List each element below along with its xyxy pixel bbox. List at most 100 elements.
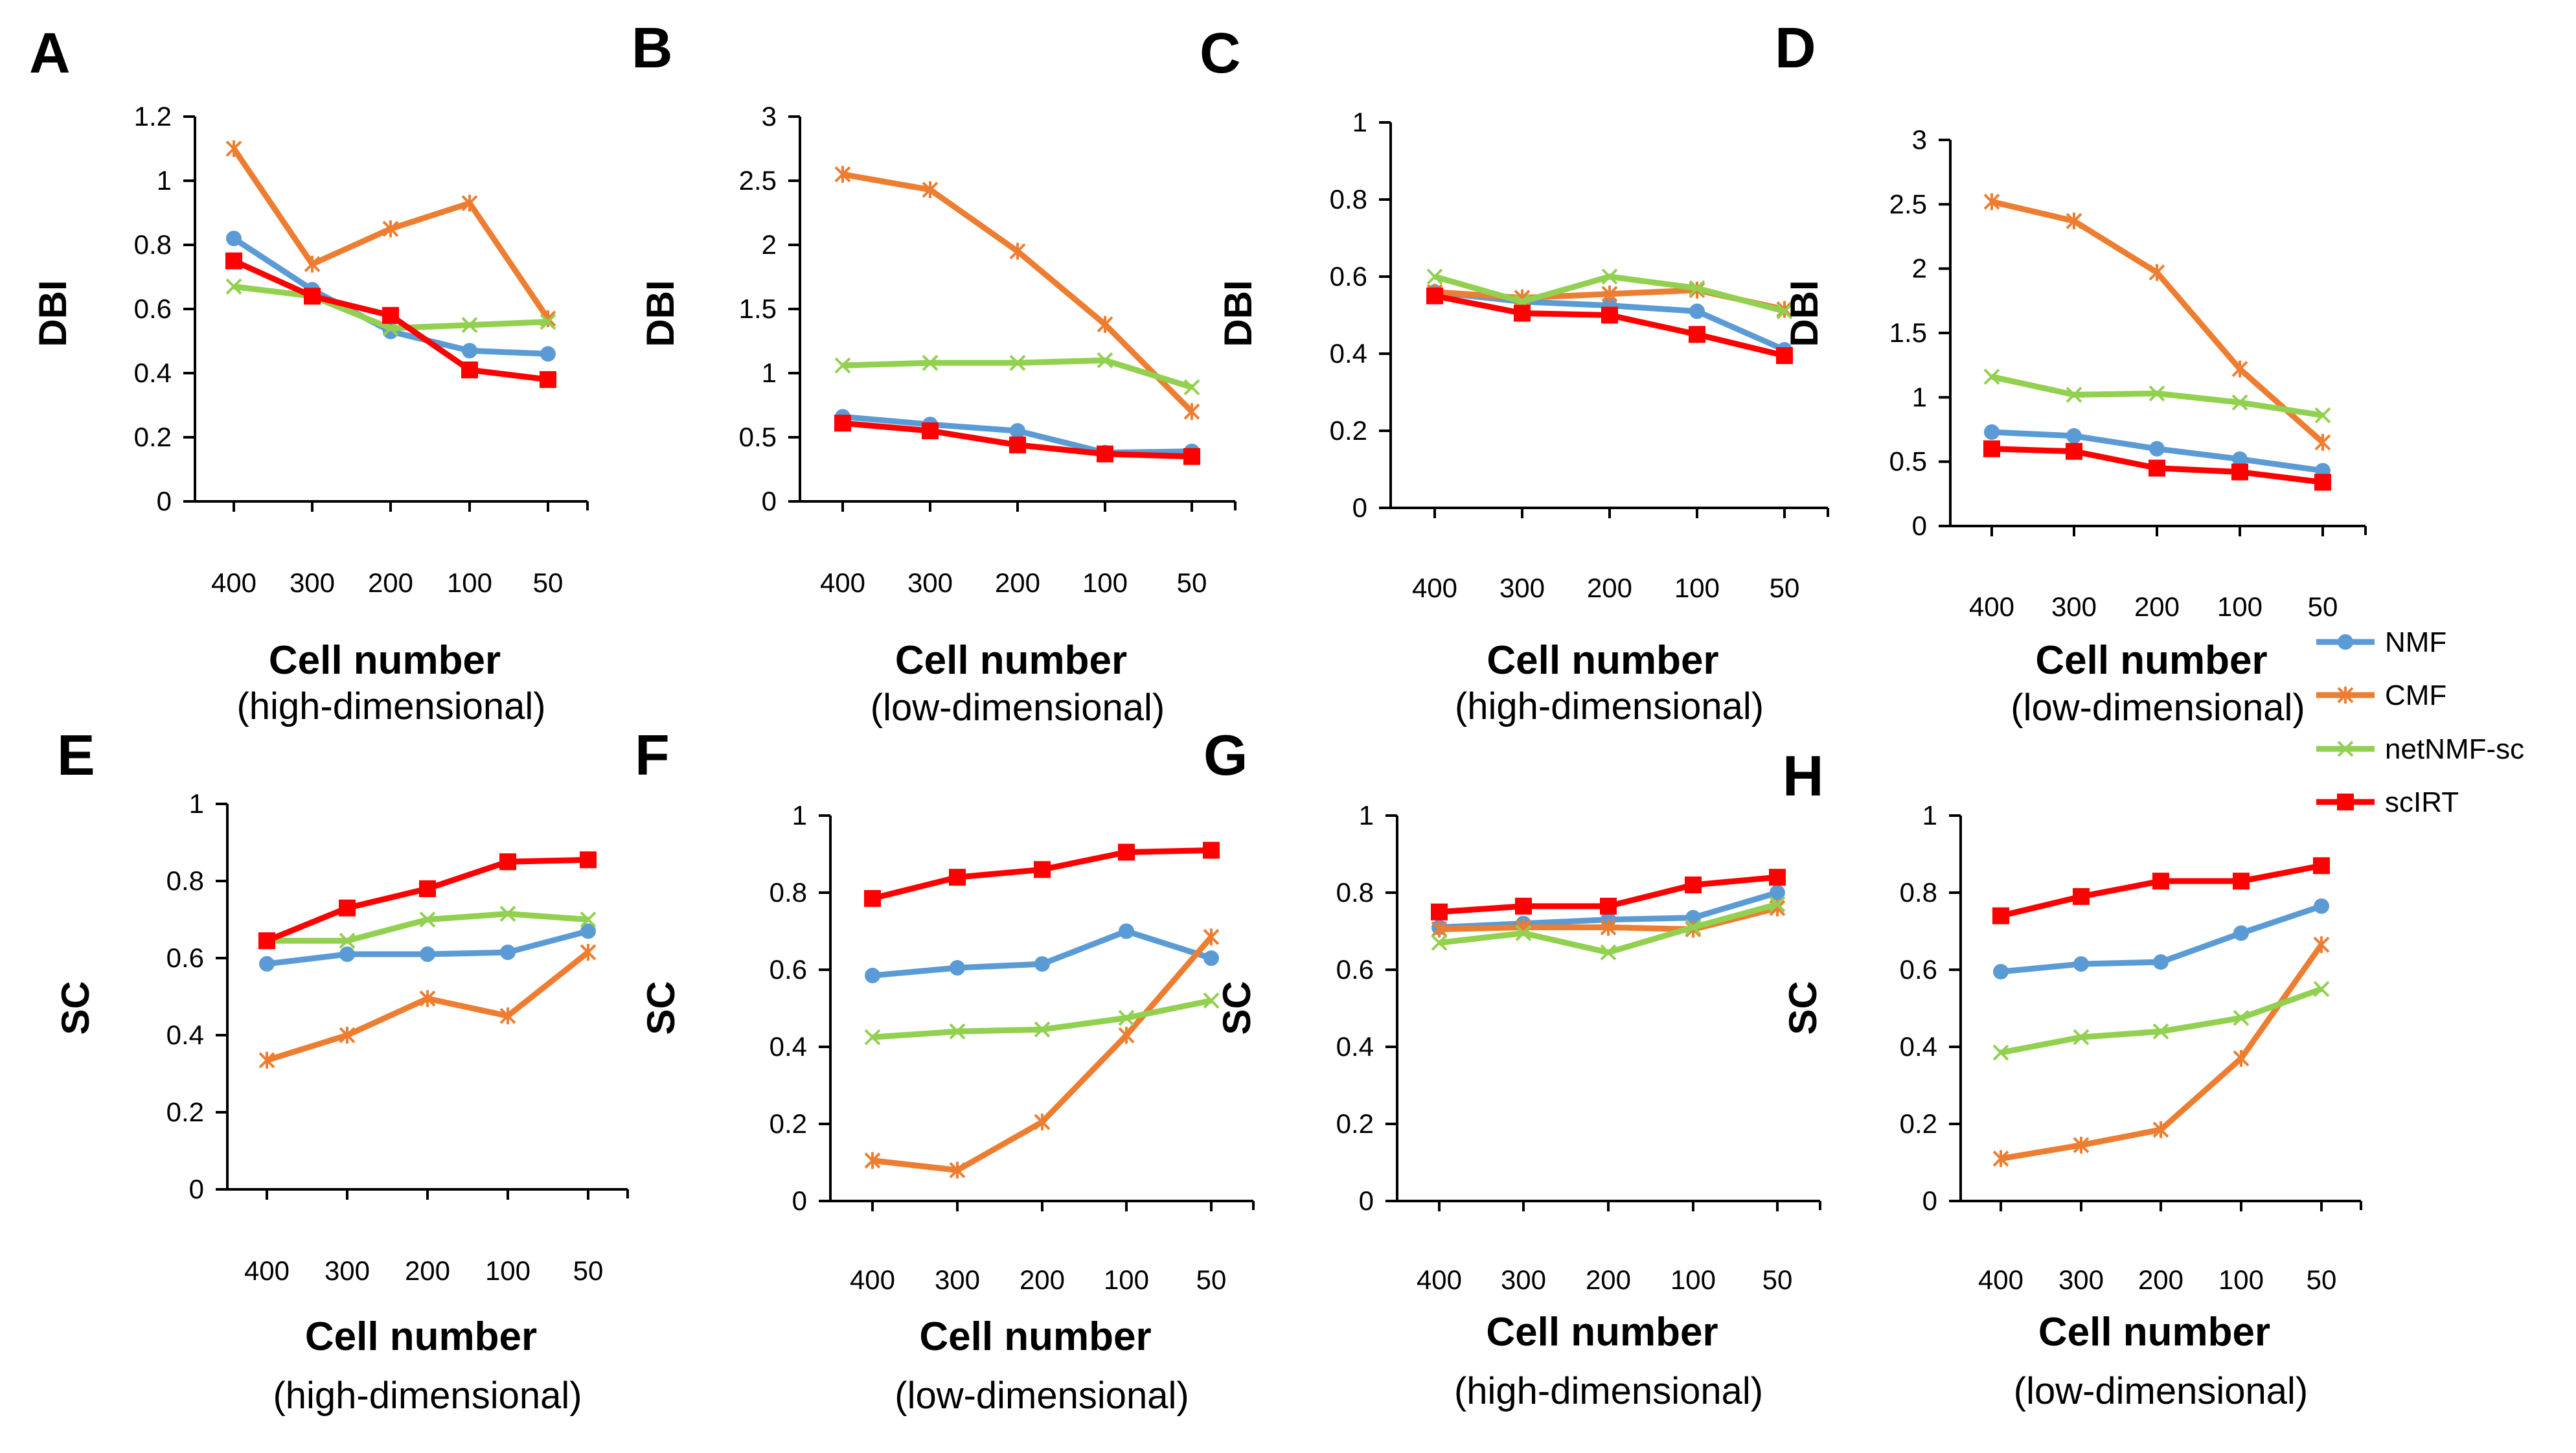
data-point-scirt	[461, 361, 478, 379]
series-cmf	[1992, 936, 2330, 1167]
data-point-nmf	[500, 944, 516, 961]
y-tick-label: 0.2	[1336, 1108, 1374, 1139]
x-tick-label: 100	[1082, 567, 1128, 598]
data-point-scirt	[1601, 306, 1618, 324]
data-point-scirt	[1776, 347, 1793, 364]
data-point-nmf	[1685, 910, 1701, 926]
data-point-nmf	[1010, 423, 1025, 439]
x-tick-label: 100	[1670, 1264, 1716, 1295]
data-point-nmf	[2232, 451, 2248, 467]
series-nmf	[865, 923, 1219, 983]
y-tick-label: 2.5	[739, 165, 777, 196]
x-tick-label: 400	[1969, 591, 2014, 622]
data-point-netnmf-sc	[1776, 303, 1793, 319]
data-point-nmf	[540, 346, 556, 362]
data-point-cmf	[419, 990, 436, 1007]
y-tick-label: 2.5	[1889, 189, 1927, 219]
data-point-cmf	[2152, 1121, 2169, 1138]
data-point-netnmf-sc	[2231, 394, 2248, 411]
x-tick-label: 300	[935, 1264, 980, 1295]
data-point-netnmf-sc	[540, 314, 556, 330]
y-axis-title: DBI	[31, 280, 74, 347]
data-point-cmf	[2314, 433, 2331, 451]
data-point-cmf	[834, 166, 851, 183]
data-point-scirt	[540, 371, 556, 388]
data-point-scirt	[2066, 442, 2082, 460]
data-point-scirt	[1983, 440, 2000, 457]
data-point-netnmf-sc	[1431, 934, 1448, 951]
data-point-cmf	[2073, 1136, 2090, 1154]
x-tick-label: 50	[1177, 567, 1207, 598]
y-tick-label: 1.5	[1889, 317, 1927, 348]
x-tick-label: 300	[907, 567, 953, 598]
panel-g: G 0 0.2 0.4 0.6 0.8 1 400 300 200 100 50 SC Cell numb…	[1203, 723, 1821, 1412]
data-point-cmf	[2233, 1049, 2250, 1067]
data-point-cmf	[1118, 1027, 1135, 1044]
data-point-cmf	[258, 1051, 275, 1069]
data-point-netnmf-sc	[339, 932, 356, 949]
x-axis-title: Cell number	[2035, 638, 2267, 683]
panel-a: A 0 0.2 0.4 0.6 0.8 1 1.2 400 300 200 100 50 DBI Cell …	[29, 21, 589, 727]
y-axis-title: SC	[639, 981, 683, 1035]
data-point-nmf	[2153, 954, 2169, 970]
data-point-nmf	[339, 946, 355, 963]
data-point-cmf	[1992, 1150, 2009, 1167]
x-tick-label: 200	[1586, 1264, 1631, 1295]
series-netnmf-sc	[1983, 369, 2331, 424]
data-point-cmf	[2231, 360, 2248, 378]
data-point-cmf	[922, 181, 939, 198]
data-point-cmf	[949, 1161, 966, 1179]
data-point-scirt	[1689, 326, 1705, 343]
x-tick-label: 100	[1674, 573, 1720, 603]
y-tick-label: 2	[1912, 253, 1927, 284]
data-point-cmf	[461, 194, 478, 212]
legend-marker-circle-icon	[2338, 634, 2353, 650]
series-cmf	[258, 944, 597, 1069]
series-cmf	[834, 166, 1200, 420]
data-point-scirt	[2152, 873, 2169, 890]
x-tick-label: 50	[2308, 591, 2338, 622]
data-point-netnmf-sc	[1515, 925, 1532, 941]
x-tick-label: 100	[2218, 1264, 2264, 1295]
data-point-cmf	[1600, 919, 1617, 936]
data-point-scirt	[1034, 861, 1051, 878]
x-tick-label: 100	[2217, 591, 2263, 622]
panel-f: F 0 0.2 0.4 0.6 0.8 1 400 300 200 100 50 SC Cell numb…	[635, 723, 1255, 1417]
data-point-netnmf-sc	[2314, 407, 2331, 424]
y-tick-label: 0.4	[1336, 1031, 1374, 1062]
data-point-nmf	[580, 923, 596, 939]
y-tick-label: 0.5	[739, 422, 777, 452]
data-point-netnmf-sc	[2152, 1023, 2169, 1040]
data-point-nmf	[226, 231, 242, 247]
data-point-scirt	[1118, 843, 1135, 861]
series-scirt	[1431, 869, 1786, 921]
data-point-netnmf-sc	[1118, 1009, 1135, 1026]
x-axis-title: Cell number	[269, 638, 501, 683]
data-point-scirt	[2313, 857, 2330, 875]
data-point-scirt	[382, 306, 399, 324]
legend: NMF CMF netNMF-sc scIRT	[2316, 626, 2524, 818]
x-tick-label: 50	[1196, 1264, 1227, 1295]
x-axis-title: Cell number	[919, 1314, 1151, 1359]
x-tick-label: 400	[1978, 1264, 2023, 1295]
x-axis-subtitle: (low-dimensional)	[2011, 687, 2305, 729]
series-cmf	[225, 140, 556, 327]
data-point-cmf	[339, 1027, 356, 1044]
y-tick-label: 0.6	[134, 293, 172, 324]
x-tick-label: 300	[290, 567, 335, 598]
data-point-scirt	[304, 288, 321, 305]
x-tick-label: 300	[2058, 1264, 2104, 1295]
y-tick-label: 3	[762, 101, 777, 132]
series-nmf	[226, 231, 556, 362]
legend-label: CMF	[2385, 680, 2446, 711]
data-point-scirt	[1183, 448, 1200, 465]
series-netnmf-sc	[834, 352, 1200, 396]
y-tick-label: 0.2	[1900, 1108, 1937, 1139]
data-point-netnmf-sc	[864, 1029, 881, 1046]
x-tick-label: 50	[1770, 573, 1800, 603]
panel-letter: A	[29, 21, 71, 85]
x-tick-label: 100	[447, 567, 492, 598]
data-point-cmf	[1601, 285, 1618, 303]
x-tick-label: 100	[485, 1255, 530, 1286]
